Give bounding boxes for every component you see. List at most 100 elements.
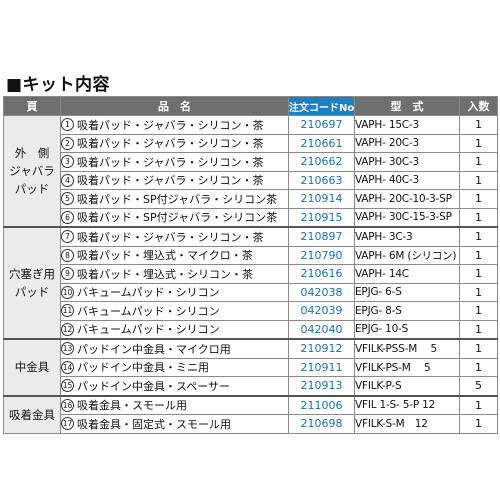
item-name: 吸着パッド・SP付ジャバラ・シリコン茶 [77, 211, 278, 225]
table-row: 11 バキュームパッド・シリコン 042039 EPJG- 8-S 1 [4, 301, 498, 321]
item-name-cell: 9 吸着パッド・埋込式・シリコン・茶 [60, 264, 289, 284]
item-code: 210790 [288, 245, 355, 265]
header-page: 頁 [3, 96, 61, 116]
table-row: 外 側ジャバラ パッド 1 吸着パッド・ジャバラ・シリコン・茶 210697 VAPH- … [3, 115, 498, 228]
item-quantity: 1 [459, 414, 498, 434]
item-code: 210697 [288, 115, 355, 135]
group-label: 中金具 [3, 338, 61, 396]
item-name-cell: 17 吸着金具・固定式・スモール用 [60, 414, 289, 434]
item-name-cell: 13 パッドイン中金具・マイクロ用 [60, 338, 289, 359]
header-name: 品 名 [60, 96, 289, 116]
group-label: 穴塞ぎ用 パッド [3, 226, 61, 340]
table-row: 8 吸着パッド・埋込式・マイクロ・茶 210790 VAPH- 6M (シリコン) 1 [4, 245, 498, 265]
item-code: 210897 [288, 226, 355, 247]
item-code: 210662 [288, 152, 355, 172]
item-name: 吸着パッド・ジャバラ・シリコン・茶 [77, 137, 264, 151]
item-number-badge: 14 [61, 360, 74, 374]
item-model: VFILK-P-S [354, 376, 460, 396]
item-code: 042038 [288, 282, 355, 302]
item-code: 210698 [288, 414, 355, 434]
item-code: 210663 [288, 170, 355, 190]
item-quantity: 1 [459, 357, 498, 377]
item-number-badge: 16 [61, 398, 74, 412]
item-number-badge: 13 [61, 342, 74, 356]
item-number-badge: 3 [61, 155, 74, 169]
item-name: パッドイン中金具・マイクロ用 [77, 342, 231, 356]
item-name-cell: 16 吸着金具・スモール用 [60, 394, 289, 415]
item-quantity: 5 [459, 376, 498, 396]
item-name-cell: 6 吸着パッド・SP付ジャバラ・シリコン茶 [60, 207, 289, 228]
item-model: VAPH- 15C-3 [354, 115, 460, 135]
item-model: VAPH- 40C-3 [354, 170, 460, 190]
item-number-badge: 8 [61, 248, 74, 262]
table-row: 12 バキュームパッド・シリコン 042040 EPJG- 10-S 1 [4, 319, 498, 340]
item-code: 042040 [288, 319, 355, 340]
item-number-badge: 12 [61, 322, 74, 336]
item-model: VAPH- 30C-3 [354, 152, 460, 172]
item-name-cell: 15 パッドイン中金具・スペーサー [60, 376, 289, 396]
item-quantity: 1 [459, 338, 498, 359]
item-code: 210661 [288, 133, 355, 153]
group-label-line: 吸着金具 [9, 407, 55, 422]
item-quantity: 1 [459, 245, 498, 265]
table-header-row: 頁 品 名 注文コードNo. 型 式 入数 [3, 96, 498, 116]
item-name: バキュームパッド・シリコン [77, 286, 220, 300]
item-quantity: 1 [459, 282, 498, 302]
item-code: 210912 [288, 338, 355, 359]
item-quantity: 1 [459, 319, 498, 340]
item-name: 吸着パッド・ジャバラ・シリコン・茶 [77, 155, 264, 169]
item-name-cell: 3 吸着パッド・ジャバラ・シリコン・茶 [60, 152, 289, 172]
item-quantity: 1 [459, 152, 498, 172]
item-name-cell: 11 バキュームパッド・シリコン [60, 301, 289, 321]
item-model: VFILK-PS-M 5 [354, 357, 460, 377]
item-number-badge: 7 [61, 230, 74, 244]
table-row: 9 吸着パッド・埋込式・シリコン・茶 210616 VAPH- 14C 1 [4, 264, 498, 284]
section-title: ■キット内容 [6, 75, 111, 95]
table-row: 4 吸着パッド・ジャバラ・シリコン・茶 210663 VAPH- 40C-3 1 [4, 170, 498, 190]
item-number-badge: 9 [61, 267, 74, 281]
item-name-cell: 5 吸着パッド・SP付ジャバラ・シリコン茶 [60, 189, 289, 209]
item-name-cell: 2 吸着パッド・ジャバラ・シリコン・茶 [60, 133, 289, 153]
table-row: 5 吸着パッド・SP付ジャバラ・シリコン茶 210914 VAPH- 20C-10-3… [4, 189, 498, 209]
item-quantity: 1 [459, 133, 498, 153]
item-name: 吸着パッド・ジャバラ・シリコン・茶 [77, 174, 264, 188]
item-name-cell: 7 吸着パッド・ジャバラ・シリコン・茶 [60, 226, 289, 247]
item-name-cell: 10 バキュームパッド・シリコン [60, 282, 289, 302]
group-label-line: 穴塞ぎ用 [9, 267, 55, 281]
item-number-badge: 15 [61, 379, 74, 393]
group-label: 外 側ジャバラ パッド [3, 115, 61, 228]
item-code: 210913 [288, 376, 355, 396]
table-row: 15 パッドイン中金具・スペーサー 210913 VFILK-P-S 5 [4, 376, 498, 396]
item-model: VAPH- 14C [354, 264, 460, 284]
item-name: 吸着パッド・SP付ジャバラ・シリコン茶 [77, 192, 278, 206]
item-quantity: 1 [459, 170, 498, 190]
table-row: 6 吸着パッド・SP付ジャバラ・シリコン茶 210915 VAPH- 30C-15-3… [4, 207, 498, 228]
item-code: 211006 [288, 394, 355, 415]
item-number-badge: 5 [61, 192, 74, 206]
item-number-badge: 4 [61, 173, 74, 187]
item-number-badge: 11 [61, 304, 74, 318]
item-number-badge: 2 [61, 136, 74, 150]
header-code: 注文コードNo. [288, 96, 355, 116]
header-model: 型 式 [354, 96, 460, 116]
item-quantity: 1 [459, 301, 498, 321]
item-code: 210911 [288, 357, 355, 377]
item-code: 042039 [288, 301, 355, 321]
table-row: 17 吸着金具・固定式・スモール用 210698 VFILK-S-M 12 1 [4, 414, 498, 434]
group-label-line: 中金具 [14, 360, 50, 375]
item-name: パッドイン中金具・スペーサー [77, 379, 231, 393]
item-name: バキュームパッド・シリコン [77, 323, 220, 337]
item-name: パッドイン中金具・ミニ用 [77, 361, 209, 375]
item-name-cell: 14 パッドイン中金具・ミニ用 [60, 357, 289, 377]
kit-contents-table: 頁 品 名 注文コードNo. 型 式 入数 外 側ジャバラ パッド 1 吸着パッド・ジ… [3, 96, 498, 434]
item-model: VFILK-PSS-M 5 [354, 338, 460, 359]
table-row: 吸着金具 16 吸着金具・スモール用 211006 VFIL 1-S- 5-P 12 1 [3, 394, 498, 434]
item-name: バキュームパッド・シリコン [77, 304, 220, 318]
table-row: 2 吸着パッド・ジャバラ・シリコン・茶 210661 VAPH- 20C-3 1 [4, 133, 498, 153]
item-code: 210914 [288, 189, 355, 209]
item-model: EPJG- 8-S [354, 301, 460, 321]
item-model: VAPH- 6M (シリコン) [354, 245, 460, 265]
item-model: EPJG- 10-S [354, 319, 460, 340]
item-name: 吸着パッド・埋込式・マイクロ・茶 [77, 249, 253, 263]
